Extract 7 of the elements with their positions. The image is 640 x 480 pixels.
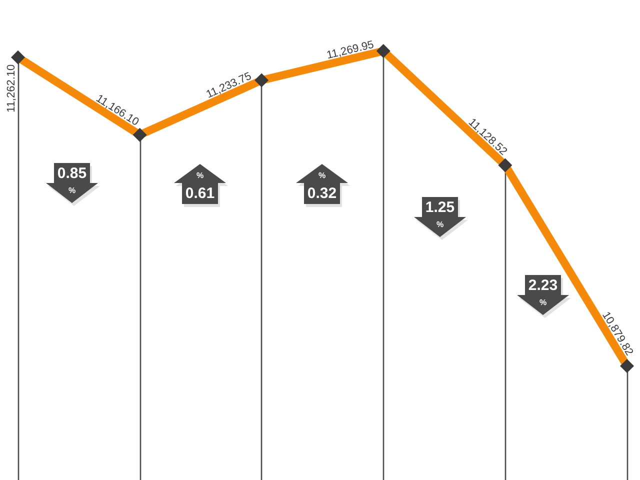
annotation: 2.23 % — [528, 276, 558, 308]
data-label: 11,262.10 — [6, 64, 18, 112]
annotation: % 0.32 — [307, 171, 337, 202]
data-label: 11,269.95 — [326, 38, 376, 62]
annotation: 1.25 % — [425, 198, 455, 230]
annotation: 0.85 % — [57, 164, 87, 196]
annotation: % 0.61 — [185, 171, 215, 202]
